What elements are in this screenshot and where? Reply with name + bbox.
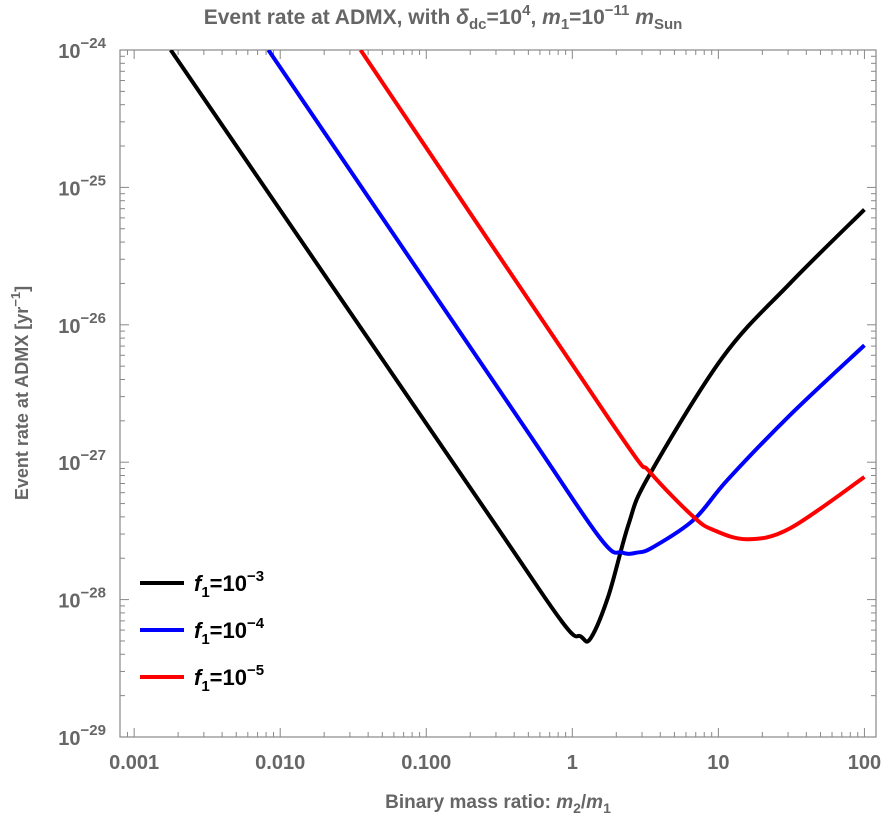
legend-var: f — [194, 571, 204, 596]
legend-sub: 1 — [201, 631, 209, 648]
chart-title: Event rate at ADMX, with δdc=104, m1=10−… — [204, 2, 683, 33]
legend-exp: −3 — [247, 568, 264, 585]
legend-sub: 1 — [201, 584, 209, 601]
xlabel-m2-sub: 2 — [573, 800, 581, 816]
title-m: m — [542, 6, 561, 29]
ylabel-close: ] — [12, 286, 32, 292]
title-m-sub: 1 — [561, 16, 569, 33]
legend-label-1: f1=10−3 — [194, 568, 264, 601]
legend-exp: −4 — [247, 615, 265, 632]
y-tick-exponent: −29 — [81, 722, 106, 739]
legend-eq: =10 — [210, 571, 247, 596]
y-tick-label: 10−28 — [58, 585, 106, 613]
title-exp2: −11 — [605, 2, 630, 19]
series-line-3 — [358, 50, 866, 542]
legend-label-3: f1=10−5 — [194, 662, 264, 695]
y-tick-base: 10 — [58, 591, 80, 613]
y-tick-exponent: −27 — [81, 447, 106, 464]
legend-sub: 1 — [201, 678, 209, 695]
title-delta: δ — [456, 6, 469, 29]
y-tick-exponent: −26 — [81, 310, 106, 327]
y-tick-exponent: −25 — [81, 172, 106, 189]
ylabel-exp: −1 — [8, 292, 23, 307]
axis-ticks: 0.001 0.010 0.100 1 10 10010−2410−2510−2610−2… — [58, 35, 881, 774]
y-tick-label: 10−25 — [58, 172, 106, 200]
legend: f1=10−3f1=10−4f1=10−5 — [140, 568, 265, 695]
legend-var: f — [194, 665, 204, 690]
legend-eq: =10 — [210, 618, 247, 643]
plot-frame — [119, 49, 877, 738]
xlabel-text: Binary mass ratio: — [385, 792, 556, 813]
title-msun: m — [635, 6, 654, 29]
y-tick-label: 10−24 — [58, 35, 106, 63]
title-eq1: =10 — [486, 6, 522, 29]
title-comma: , — [530, 6, 542, 29]
y-tick-label: 10−26 — [58, 310, 106, 338]
x-axis-label: Binary mass ratio: m2/m1 — [385, 792, 611, 816]
title-msun-sub: Sun — [654, 16, 682, 33]
y-tick-label: 10−29 — [58, 722, 106, 750]
xlabel-m1-sub: 1 — [603, 800, 611, 816]
legend-var: f — [194, 618, 204, 643]
title-exp1: 4 — [522, 2, 531, 19]
y-tick-base: 10 — [58, 41, 80, 63]
x-tick-label: 0.010 — [255, 752, 305, 774]
ylabel-text: Event rate at ADMX [yr — [12, 307, 32, 500]
legend-label-2: f1=10−4 — [194, 615, 265, 648]
x-tick-label: 100 — [848, 752, 881, 774]
xlabel-m2: m — [556, 792, 573, 813]
legend-eq: =10 — [210, 665, 247, 690]
xlabel-m1: m — [586, 792, 603, 813]
series-group — [169, 50, 866, 644]
title-eq2: =10 — [569, 6, 605, 29]
y-tick-exponent: −28 — [81, 585, 106, 602]
y-tick-base: 10 — [58, 728, 80, 750]
xlabel-slash: / — [581, 792, 587, 813]
title-delta-sub: dc — [469, 16, 487, 33]
y-tick-base: 10 — [58, 178, 80, 200]
x-tick-label: 1 — [567, 752, 578, 774]
y-axis-label: Event rate at ADMX [yr−1] — [8, 286, 32, 500]
x-tick-label: 10 — [707, 752, 729, 774]
legend-exp: −5 — [247, 662, 264, 679]
series-line-1 — [169, 50, 866, 644]
x-tick-label: 0.100 — [401, 752, 451, 774]
y-tick-exponent: −24 — [81, 35, 107, 52]
x-tick-label: 0.001 — [109, 752, 159, 774]
y-tick-base: 10 — [58, 316, 80, 338]
series-line-2 — [266, 50, 866, 556]
y-tick-base: 10 — [58, 453, 80, 475]
y-tick-label: 10−27 — [58, 447, 106, 475]
title-text: Event rate at ADMX, with — [204, 6, 456, 29]
